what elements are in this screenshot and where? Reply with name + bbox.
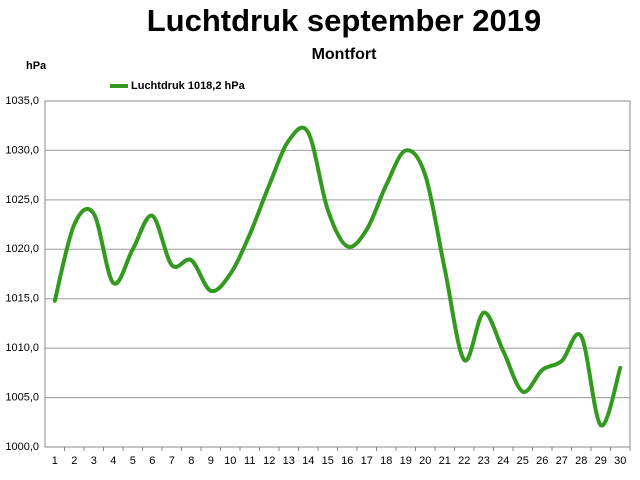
x-tick-label: 6 bbox=[149, 455, 155, 467]
x-tick-label: 28 bbox=[575, 455, 587, 467]
x-tick-label: 22 bbox=[458, 455, 470, 467]
x-tick-label: 30 bbox=[614, 455, 626, 467]
x-tick-label: 16 bbox=[341, 455, 353, 467]
x-tick-label: 3 bbox=[91, 455, 97, 467]
chart-subtitle: Montfort bbox=[312, 46, 378, 63]
x-tick-label: 4 bbox=[110, 455, 116, 467]
x-tick-label: 21 bbox=[439, 455, 451, 467]
x-tick-label: 10 bbox=[224, 455, 236, 467]
x-tick-label: 9 bbox=[208, 455, 214, 467]
x-tick-label: 27 bbox=[556, 455, 568, 467]
x-tick-label: 25 bbox=[517, 455, 529, 467]
y-tick-label: 1005,0 bbox=[5, 391, 39, 403]
y-tick-label: 1035,0 bbox=[5, 95, 39, 107]
x-tick-label: 29 bbox=[595, 455, 607, 467]
x-tick-label: 19 bbox=[400, 455, 412, 467]
data-line bbox=[52, 125, 623, 428]
y-tick-label: 1020,0 bbox=[5, 243, 39, 255]
x-tick-label: 23 bbox=[478, 455, 490, 467]
y-tick-label: 1015,0 bbox=[5, 293, 39, 305]
x-tick-label: 20 bbox=[419, 455, 431, 467]
x-tick-label: 12 bbox=[263, 455, 275, 467]
x-tick-label: 18 bbox=[380, 455, 392, 467]
y-tick-label: 1030,0 bbox=[5, 144, 39, 156]
x-tick-label: 8 bbox=[188, 455, 194, 467]
x-tick-label: 1 bbox=[52, 455, 58, 467]
x-tick-label: 13 bbox=[283, 455, 295, 467]
x-tick-label: 14 bbox=[302, 455, 314, 467]
x-tick-label: 17 bbox=[361, 455, 373, 467]
legend-label: Luchtdruk 1018,2 hPa bbox=[131, 80, 246, 92]
chart-title: Luchtdruk september 2019 bbox=[147, 3, 542, 38]
x-tick-label: 5 bbox=[130, 455, 136, 467]
y-tick-label: 1010,0 bbox=[5, 342, 39, 354]
x-tick-label: 11 bbox=[244, 455, 255, 467]
y-tick-label: 1000,0 bbox=[5, 441, 39, 453]
x-tick-label: 24 bbox=[497, 455, 509, 467]
x-tick-label: 2 bbox=[71, 455, 77, 467]
x-tick-label: 7 bbox=[169, 455, 175, 467]
x-tick-label: 15 bbox=[322, 455, 334, 467]
x-tick-label: 26 bbox=[536, 455, 548, 467]
y-tick-label: 1025,0 bbox=[5, 194, 39, 206]
y-axis-label: hPa bbox=[26, 60, 47, 72]
